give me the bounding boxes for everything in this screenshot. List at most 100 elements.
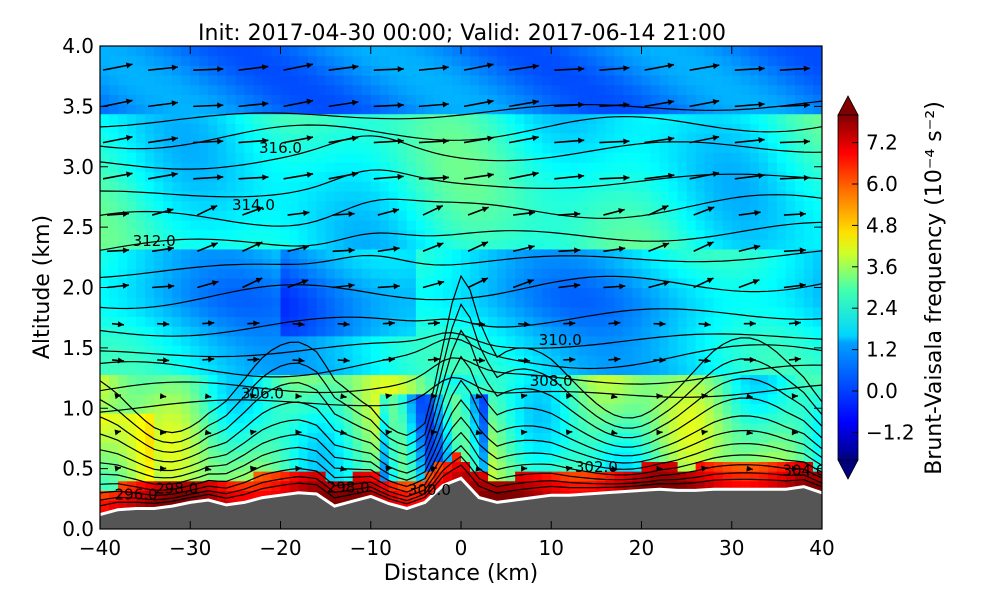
field-cell — [235, 268, 245, 278]
field-cell — [470, 268, 480, 278]
field-cell — [750, 162, 760, 172]
field-cell — [154, 336, 164, 346]
field-cell — [605, 365, 615, 375]
field-cell — [696, 288, 706, 298]
field-cell — [344, 191, 354, 201]
field-cell — [687, 297, 697, 307]
field-cell — [705, 259, 715, 269]
field-cell — [813, 365, 823, 375]
field-cell — [614, 162, 624, 172]
field-cell — [118, 326, 128, 336]
field-cell — [389, 297, 399, 307]
field-cell — [163, 56, 173, 66]
field-cell — [488, 114, 498, 124]
field-cell — [371, 336, 381, 346]
colorbar-tick-label: 7.2 — [866, 131, 898, 155]
field-cell — [154, 220, 164, 230]
field-cell — [632, 230, 642, 240]
field-cell — [407, 307, 417, 317]
field-cell — [660, 249, 670, 259]
field-cell — [551, 297, 561, 307]
field-cell — [569, 94, 579, 104]
field-cell — [651, 230, 661, 240]
field-cell — [642, 288, 652, 298]
field-cell — [226, 316, 236, 326]
field-cell — [371, 239, 381, 249]
field-cell — [380, 259, 390, 269]
field-cell — [705, 442, 715, 452]
field-cell — [605, 345, 615, 355]
field-cell — [669, 210, 679, 220]
field-cell — [154, 152, 164, 162]
field-cell — [488, 432, 498, 442]
field-cell — [443, 85, 453, 95]
field-cell — [569, 181, 579, 191]
field-cell — [434, 191, 444, 201]
field-cell — [398, 384, 408, 394]
field-cell — [353, 104, 363, 114]
field-cell — [127, 220, 137, 230]
field-cell — [308, 268, 318, 278]
colorbar-gradient — [838, 115, 858, 460]
field-cell — [533, 220, 543, 230]
field-cell — [281, 297, 291, 307]
field-cell — [163, 432, 173, 442]
field-cell — [226, 268, 236, 278]
field-cell — [109, 297, 119, 307]
field-cell — [163, 288, 173, 298]
field-cell — [605, 75, 615, 85]
field-cell — [515, 191, 525, 201]
field-cell — [488, 326, 498, 336]
field-cell — [163, 394, 173, 404]
field-cell — [723, 239, 733, 249]
field-cell — [687, 56, 697, 66]
field-cell — [669, 191, 679, 201]
field-cell — [326, 288, 336, 298]
field-cell — [777, 114, 787, 124]
field-cell — [678, 56, 688, 66]
field-cell — [226, 143, 236, 153]
field-cell — [632, 172, 642, 182]
field-cell — [281, 307, 291, 317]
field-cell — [804, 162, 814, 172]
field-cell — [127, 85, 137, 95]
field-cell — [136, 94, 146, 104]
field-cell — [723, 326, 733, 336]
field-cell — [687, 288, 697, 298]
field-cell — [380, 268, 390, 278]
colorbar-tick-label: 1.2 — [866, 338, 898, 362]
field-cell — [253, 249, 263, 259]
field-cell — [389, 220, 399, 230]
field-cell — [416, 191, 426, 201]
field-cell — [380, 85, 390, 95]
field-cell — [632, 259, 642, 269]
field-cell — [524, 172, 534, 182]
field-cell — [389, 452, 399, 462]
field-cell — [497, 85, 507, 95]
field-cell — [100, 259, 110, 269]
field-cell — [353, 384, 363, 394]
field-cell — [434, 56, 444, 66]
field-cell — [118, 152, 128, 162]
field-cell — [281, 423, 291, 433]
field-cell — [732, 220, 742, 230]
field-cell — [488, 85, 498, 95]
field-cell — [290, 56, 300, 66]
field-cell — [642, 56, 652, 66]
field-cell — [623, 259, 633, 269]
field-cell — [578, 278, 588, 288]
field-cell — [714, 210, 724, 220]
field-cell — [380, 152, 390, 162]
field-cell — [271, 181, 281, 191]
field-cell — [398, 249, 408, 259]
field-cell — [741, 46, 751, 56]
field-cell — [759, 288, 769, 298]
field-cell — [605, 384, 615, 394]
field-cell — [488, 239, 498, 249]
field-cell — [732, 152, 742, 162]
field-cell — [100, 181, 110, 191]
field-cell — [353, 288, 363, 298]
field-cell — [416, 56, 426, 66]
field-cell — [560, 162, 570, 172]
field-cell — [651, 288, 661, 298]
